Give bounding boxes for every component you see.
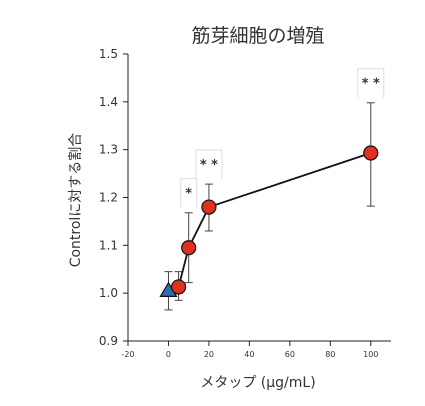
chart-title: 筋芽細胞の増殖 <box>191 25 324 47</box>
x-tick-label: -20 <box>121 350 134 359</box>
y-tick-label: 1.4 <box>99 95 118 109</box>
significance-label: * * <box>200 158 218 173</box>
x-axis-label: メタップ (μg/mL) <box>200 375 315 391</box>
annotation-box <box>180 178 198 208</box>
y-axis-label: Controlに対する割合 <box>67 133 84 268</box>
series-lines <box>177 152 372 288</box>
significance-annotations: * * * * * <box>180 68 385 208</box>
data-markers <box>159 145 379 297</box>
x-tick-label: 40 <box>244 350 254 359</box>
significance-annotation: * * <box>195 149 223 179</box>
data-point <box>181 240 197 256</box>
x-tick-label: 0 <box>166 350 171 359</box>
annotation-box <box>195 149 223 179</box>
annotation-box <box>357 68 385 98</box>
significance-label: * <box>185 187 192 202</box>
x-tick-label: 60 <box>285 350 295 359</box>
y-tick-label: 1.0 <box>99 286 118 300</box>
y-tick-label: 1.1 <box>99 238 118 252</box>
significance-annotation: * <box>180 178 198 208</box>
x-tick-label: 80 <box>325 350 335 359</box>
y-tick-label: 1.5 <box>99 47 118 61</box>
axes: 0.9 1.0 1.1 1.2 1.3 1.4 1.5 -20 0 20 40 60 80 100 <box>99 47 391 359</box>
x-tick-label: 100 <box>363 350 378 359</box>
significance-annotation: * * <box>357 68 385 98</box>
x-tick-label: 20 <box>204 350 214 359</box>
y-tick-label: 1.2 <box>99 191 118 205</box>
series-line <box>177 152 372 288</box>
data-point <box>201 199 217 215</box>
significance-label: * * <box>362 77 380 92</box>
data-point <box>170 279 187 295</box>
y-tick-label: 1.3 <box>99 143 118 157</box>
y-tick-label: 0.9 <box>99 334 118 348</box>
data-point <box>363 145 379 161</box>
error-bars <box>164 102 375 311</box>
